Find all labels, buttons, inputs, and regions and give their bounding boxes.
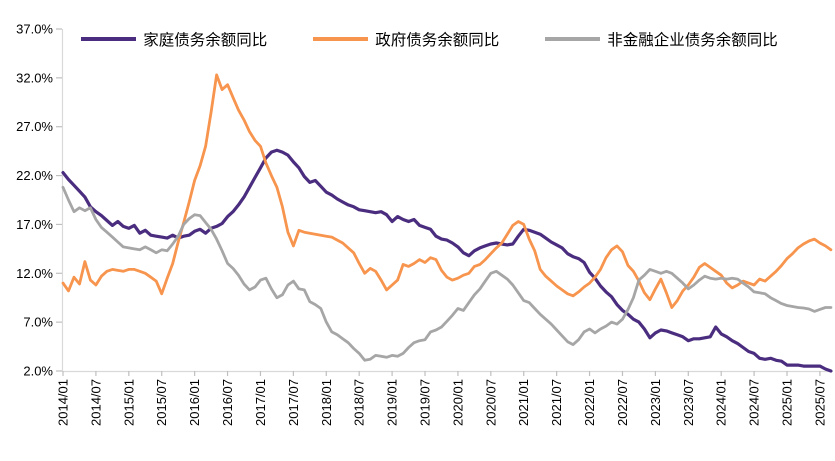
y-axis-tick-label: 32.0% (16, 70, 53, 85)
y-axis-tick-label: 27.0% (16, 119, 53, 134)
legend-line-swatch-nonfinancial-corporate (545, 37, 601, 41)
x-axis-tick-label: 2025/01 (780, 379, 795, 426)
y-axis-tick-label: 17.0% (16, 217, 53, 232)
x-axis-tick-label: 2022/07 (615, 379, 630, 426)
series-line-nonfinancial-corporate (61, 185, 833, 362)
x-axis-tick-label: 2020/01 (450, 379, 465, 426)
y-axis-tick-label: 2.0% (23, 364, 53, 379)
y-axis-tick-label: 22.0% (16, 168, 53, 183)
y-axis-tick-label: 7.0% (23, 315, 53, 330)
x-axis-tick-label: 2021/01 (516, 379, 531, 426)
series-line-household (61, 148, 833, 373)
x-axis-tick-label: 2019/07 (418, 379, 433, 426)
x-axis-tick-label: 2015/01 (121, 379, 136, 426)
x-axis-tick-label: 2020/07 (483, 379, 498, 426)
x-axis-tick-label: 2018/01 (319, 379, 334, 426)
y-axis-tick-label: 12.0% (16, 266, 53, 281)
legend-label-nonfinancial-corporate: 非金融企业债务余额同比 (607, 32, 778, 49)
x-axis-tick-label: 2025/07 (812, 379, 827, 426)
x-axis-tick-label: 2014/07 (88, 379, 103, 426)
x-axis-tick-label: 2023/01 (648, 379, 663, 426)
chart-legend: 家庭债务余额同比 政府债务余额同比 非金融企业债务余额同比 (0, 28, 835, 50)
legend-item-nonfinancial-corporate: 非金融企业债务余额同比 (545, 28, 778, 50)
x-axis-tick-label: 2018/07 (352, 379, 367, 426)
x-axis-tick-label: 2021/07 (549, 379, 564, 426)
x-axis-tick-label: 2024/01 (714, 379, 729, 426)
legend-item-government: 政府债务余额同比 (313, 28, 499, 50)
x-axis-tick-label: 2015/07 (154, 379, 169, 426)
legend-line-swatch-government (313, 37, 369, 41)
legend-label-household: 家庭债务余额同比 (143, 32, 268, 49)
series-line-government (61, 73, 833, 309)
x-axis-tick-label: 2016/07 (220, 379, 235, 426)
legend-label-government: 政府债务余额同比 (375, 32, 500, 49)
x-axis-tick-label: 2017/01 (253, 379, 268, 426)
x-axis-tick-label: 2024/07 (747, 379, 762, 426)
legend-line-swatch-household (81, 37, 137, 41)
x-axis-tick-label: 2022/01 (582, 379, 597, 426)
x-axis-tick-label: 2016/01 (187, 379, 202, 426)
y-axis-tick-label: 37.0% (16, 22, 53, 37)
x-axis-tick-label: 2014/01 (56, 379, 71, 426)
x-axis-tick-label: 2023/07 (681, 379, 696, 426)
x-axis-tick-label: 2019/01 (385, 379, 400, 426)
legend-item-household: 家庭债务余额同比 (81, 28, 267, 50)
x-axis-tick-label: 2017/07 (286, 379, 301, 426)
